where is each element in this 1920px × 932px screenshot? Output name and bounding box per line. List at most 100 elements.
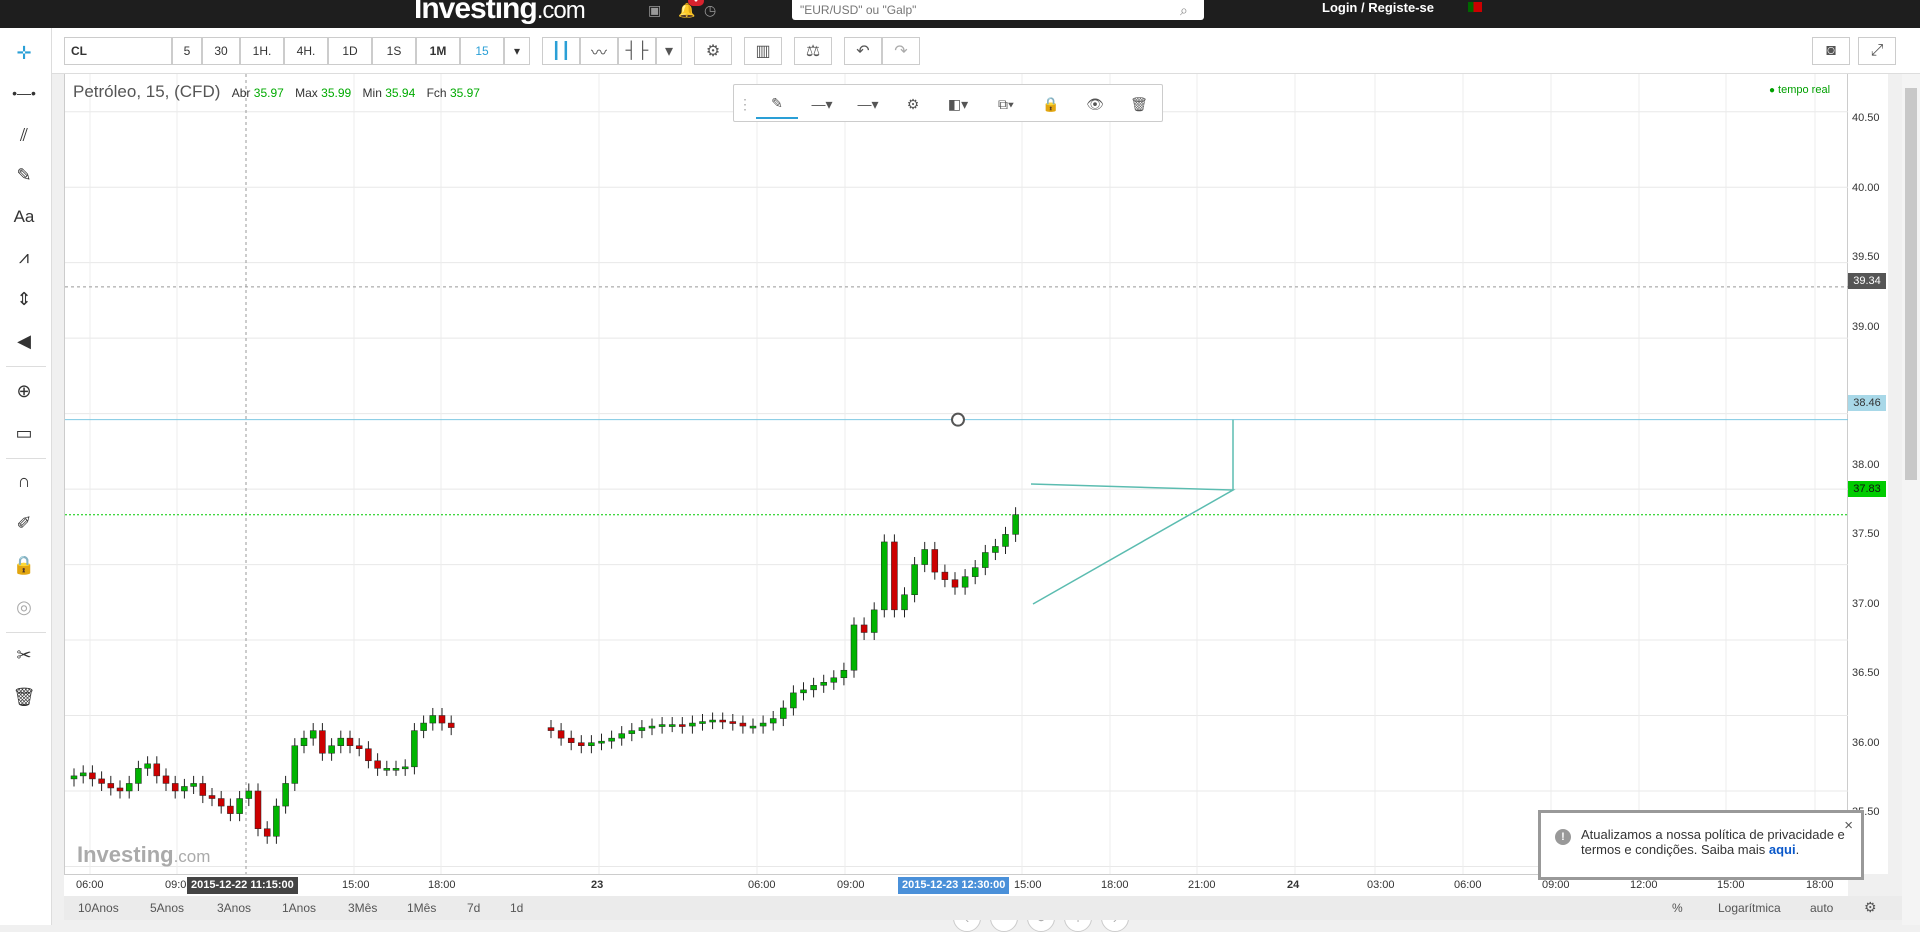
hide-icon[interactable]: ◎: [16, 596, 32, 617]
notification-badge: ●: [688, 0, 704, 6]
chart-type-dropdown[interactable]: ▾: [656, 37, 682, 65]
candle-body: [135, 768, 142, 784]
price-label: 36.00: [1852, 737, 1880, 749]
range-selector-bar: 10Anos 5Anos 3Anos 1Anos 3Mês 1Mês 7d 1d…: [64, 896, 1902, 920]
arrow-icon[interactable]: ◀: [17, 330, 31, 351]
low-label: Min: [362, 86, 382, 100]
trend-line-icon[interactable]: •—•: [12, 85, 36, 101]
log-toggle[interactable]: Logarítmica: [1718, 901, 1781, 915]
trash-icon[interactable]: 🗑: [12, 686, 36, 707]
timeframe-4h[interactable]: 4H.: [284, 37, 328, 65]
briefcase-icon[interactable]: ▣: [648, 2, 662, 18]
candle-body: [199, 783, 207, 796]
settings-icon[interactable]: ⚙: [906, 95, 920, 112]
candle-body: [309, 730, 317, 739]
bell-icon[interactable]: 🔔: [678, 2, 696, 18]
lock-drawing-icon[interactable]: ✐: [16, 512, 32, 533]
time-label: 06:00: [1454, 879, 1482, 891]
timeframe-1s[interactable]: 1S: [372, 37, 416, 65]
settings-icon[interactable]: ⚙: [694, 37, 732, 65]
pencil-icon[interactable]: ✎: [756, 89, 798, 119]
undo-icon[interactable]: ↶: [844, 37, 882, 65]
open-value: 35.97: [253, 86, 284, 100]
candlestick-icon[interactable]: ┃┃: [542, 37, 580, 65]
clock-icon[interactable]: ◷: [704, 2, 717, 18]
range-1y[interactable]: 1Anos: [282, 901, 317, 915]
line-chart-icon[interactable]: 〰: [580, 37, 618, 65]
range-3m[interactable]: 3Mês: [348, 901, 378, 915]
timeframe-1m[interactable]: 1M: [416, 37, 460, 65]
brush-icon[interactable]: ✎: [16, 164, 32, 185]
candle-body: [911, 564, 918, 596]
range-3y[interactable]: 3Anos: [217, 901, 252, 915]
login-link[interactable]: Login / Registe-se: [1322, 0, 1434, 15]
auto-toggle[interactable]: auto: [1810, 901, 1834, 915]
lock-icon[interactable]: 🔒: [1042, 95, 1060, 112]
candle-body: [769, 718, 777, 724]
chart-canvas[interactable]: Petróleo, 15, (CFD) Abr 35.97 Max 35.99 …: [64, 74, 1849, 932]
portugal-flag-icon[interactable]: [1468, 2, 1482, 12]
timeframe-15[interactable]: 15: [460, 37, 504, 65]
compare-icon[interactable]: ⚖: [794, 37, 832, 65]
page-scrollbar[interactable]: [1902, 74, 1920, 925]
line-style-dropdown[interactable]: —▾: [811, 95, 833, 112]
candle-body: [860, 624, 868, 633]
fullscreen-icon[interactable]: ⤢: [1858, 37, 1896, 65]
range-10y[interactable]: 10Anos: [78, 901, 119, 915]
ruler-icon[interactable]: ▭: [15, 422, 33, 443]
candlestick-chart[interactable]: [65, 74, 1849, 874]
clone-dropdown[interactable]: ⧉▾: [998, 95, 1014, 112]
indicators-icon[interactable]: ▥: [744, 37, 782, 65]
time-axis[interactable]: 06:00 09:0 15:00 18:00 23 06:00 09:00 15…: [64, 874, 1848, 896]
range-1d[interactable]: 1d: [510, 901, 524, 915]
candle-body: [941, 571, 949, 580]
candle-body: [98, 778, 105, 784]
measure-icon[interactable]: ⇕: [16, 288, 32, 309]
symbol-input[interactable]: [64, 37, 172, 65]
patterns-icon[interactable]: ⩘: [18, 246, 30, 267]
search-icon[interactable]: ⌕: [1180, 2, 1188, 18]
timeframe-1h[interactable]: 1H.: [240, 37, 284, 65]
time-label: 21:00: [1188, 879, 1216, 891]
trash-icon[interactable]: 🗑: [1130, 95, 1148, 112]
candle-body: [153, 763, 161, 777]
range-1m[interactable]: 1Mês: [407, 901, 437, 915]
fill-dropdown[interactable]: ◧▾: [947, 95, 969, 112]
price-axis[interactable]: 40.50 40.00 39.50 39.00 38.00 37.50 37.0…: [1848, 74, 1888, 874]
range-5y[interactable]: 5Anos: [150, 901, 185, 915]
investing-logo[interactable]: Investing.com: [414, 0, 586, 25]
candle-body: [567, 737, 575, 743]
tools-icon[interactable]: ✂: [16, 644, 32, 665]
drag-handle-icon[interactable]: ⋮: [738, 95, 752, 112]
redo-icon[interactable]: ↷: [882, 37, 920, 65]
lock-icon[interactable]: 🔒: [12, 554, 36, 575]
fib-retracement-icon[interactable]: ⫽: [19, 124, 29, 145]
crosshair-price-badge: 39.34: [1848, 273, 1886, 289]
timeframe-dropdown[interactable]: ▾: [504, 37, 530, 65]
range-7d[interactable]: 7d: [467, 901, 481, 915]
chart-toolbar: 5 30 1H. 4H. 1D 1S 1M 15 ▾ ┃┃ 〰 ┤├ ▾ ⚙ ▥…: [52, 28, 1920, 74]
bar-chart-icon[interactable]: ┤├: [618, 37, 656, 65]
zoom-icon[interactable]: ⊕: [16, 380, 32, 401]
close-icon[interactable]: ×: [1844, 817, 1853, 834]
candle-body: [881, 541, 888, 611]
scrollbar-thumb[interactable]: [1905, 88, 1917, 480]
percent-toggle[interactable]: %: [1672, 901, 1683, 915]
search-input[interactable]: [792, 0, 1204, 20]
candle-body: [116, 787, 124, 792]
privacy-link[interactable]: aqui: [1768, 842, 1796, 857]
candle-body: [699, 721, 706, 724]
candle-body: [217, 798, 225, 807]
crosshair-cursor-icon[interactable]: ✛: [16, 42, 32, 63]
timeframe-1d[interactable]: 1D: [328, 37, 372, 65]
line-width-dropdown[interactable]: —▾: [857, 95, 879, 112]
settings-icon[interactable]: ⚙: [1864, 899, 1877, 915]
timeframe-5[interactable]: 5: [172, 37, 202, 65]
camera-icon[interactable]: ◙: [1812, 37, 1850, 65]
timeframe-30[interactable]: 30: [202, 37, 240, 65]
text-icon[interactable]: Aa: [13, 207, 35, 226]
eye-icon[interactable]: 👁: [1086, 95, 1104, 112]
candle-body: [447, 722, 455, 728]
symbol-title[interactable]: Petróleo, 15, (CFD): [73, 82, 221, 101]
magnet-icon[interactable]: ∩: [17, 470, 31, 491]
